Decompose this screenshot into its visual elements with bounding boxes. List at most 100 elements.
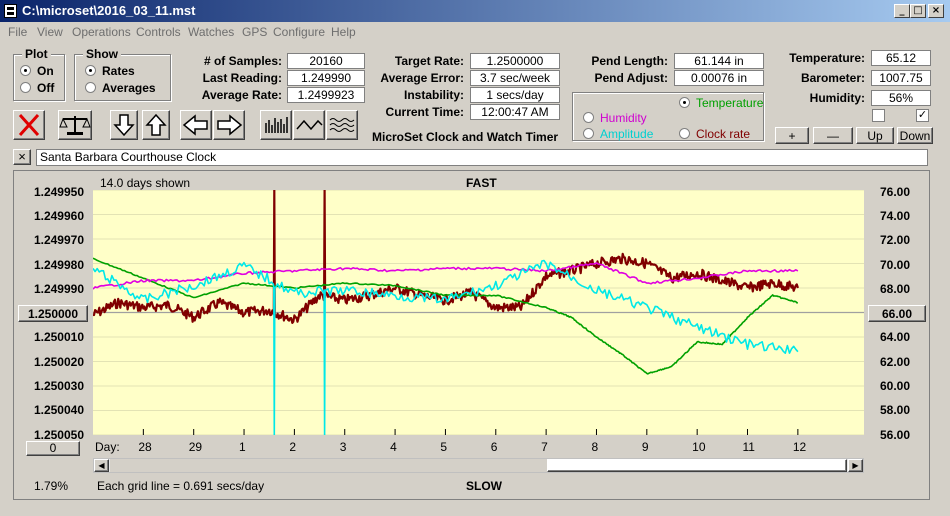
menu-controls[interactable]: Controls xyxy=(136,25,181,39)
y-right-tick: 76.00 xyxy=(879,185,910,199)
y-left-tick: 1.250020 xyxy=(33,355,84,369)
balance-button[interactable] xyxy=(58,110,92,140)
down-button[interactable]: Down xyxy=(897,127,933,144)
humidity-radio-label: Humidity xyxy=(600,111,647,125)
average-error-label: Average Error: xyxy=(380,71,464,85)
arrow-up-icon xyxy=(145,113,167,136)
bars-view-button[interactable] xyxy=(260,110,292,140)
plot-panel xyxy=(13,170,930,500)
clock-name-field[interactable]: Santa Barbara Courthouse Clock xyxy=(36,149,928,166)
shift-up-button[interactable] xyxy=(142,110,170,140)
day-axis-label: Day: xyxy=(95,440,120,454)
center-value-button[interactable]: 1.250000 xyxy=(18,305,88,322)
menu-file[interactable]: File xyxy=(8,25,28,39)
menu-view[interactable]: View xyxy=(37,25,63,39)
y-right-tick: 68.00 xyxy=(879,282,910,296)
time-scrollbar[interactable]: ◀ ▶ xyxy=(93,458,864,473)
y-left-tick: 1.249960 xyxy=(33,209,84,223)
radio-dot xyxy=(85,65,96,76)
humidity-radio[interactable]: Humidity xyxy=(583,111,647,125)
current-time-label: Current Time: xyxy=(385,105,464,119)
radio-dot xyxy=(679,97,690,108)
rate-chart xyxy=(93,190,864,435)
x-tick-label: 11 xyxy=(742,440,755,454)
y-right-tick: 62.00 xyxy=(879,355,910,369)
minus-button[interactable]: — xyxy=(813,127,853,144)
menu-gps[interactable]: GPS xyxy=(242,25,268,39)
show-rates-label: Rates xyxy=(102,64,135,78)
plot-off-radio[interactable]: Off xyxy=(20,81,54,95)
x-tick-label: 7 xyxy=(541,440,548,454)
option-checkbox-2[interactable]: ✓ xyxy=(916,109,929,122)
y-right-tick: 74.00 xyxy=(879,209,910,223)
menu-help[interactable]: Help xyxy=(331,25,356,39)
right-center-button[interactable]: 66.00 xyxy=(868,305,926,322)
series-group xyxy=(93,190,799,435)
target-rate-label: Target Rate: xyxy=(394,54,464,68)
arrow-right-icon xyxy=(217,114,243,136)
overlay-select-group: Temperature Humidity Amplitude Clock rat… xyxy=(572,92,764,141)
ripple-view-button[interactable] xyxy=(326,110,358,140)
instability-field: 1 secs/day xyxy=(470,87,560,103)
temperature-radio[interactable]: Temperature xyxy=(679,96,763,110)
plot-group-title: Plot xyxy=(22,47,51,61)
plot-group: Plot On Off xyxy=(13,47,65,101)
humidity-field: 56% xyxy=(871,90,931,106)
app-name-label: MicroSet Clock and Watch Timer xyxy=(372,130,559,144)
x-tick-label: 9 xyxy=(641,440,649,454)
show-rates-radio[interactable]: Rates xyxy=(85,64,135,78)
scroll-left-arrow[interactable]: ◀ xyxy=(94,459,109,472)
grid-lines xyxy=(93,190,864,435)
plot-on-radio[interactable]: On xyxy=(20,64,54,78)
y-right-tick: 72.00 xyxy=(879,233,910,247)
offset-button[interactable]: 0 xyxy=(26,441,80,456)
radio-dot xyxy=(583,112,594,123)
current-time-field: 12:00:47 AM xyxy=(470,104,560,120)
target-rate-field[interactable]: 1.2500000 xyxy=(470,53,560,69)
x-tick-label: 6 xyxy=(490,440,498,454)
close-button[interactable]: × xyxy=(928,4,944,18)
wave-icon xyxy=(296,119,323,131)
x-tick-label: 8 xyxy=(591,440,599,454)
show-averages-radio[interactable]: Averages xyxy=(85,81,156,95)
minimize-button[interactable]: _ xyxy=(894,4,910,18)
menu-bar: File View Operations Controls Watches GP… xyxy=(0,22,950,42)
show-averages-label: Averages xyxy=(102,81,156,95)
scroll-thumb[interactable] xyxy=(547,459,847,472)
plus-button[interactable]: + xyxy=(775,127,809,144)
menu-watches[interactable]: Watches xyxy=(188,25,235,39)
up-button[interactable]: Up xyxy=(856,127,894,144)
clock-rate-radio[interactable]: Clock rate xyxy=(679,127,750,141)
y-left-tick: 1.249970 xyxy=(33,233,84,247)
radio-dot xyxy=(20,82,31,93)
y-right-tick: 58.00 xyxy=(879,403,910,417)
clock-close-button[interactable]: × xyxy=(13,149,31,165)
shift-left-button[interactable] xyxy=(180,110,212,140)
y-left-tick: 1.249950 xyxy=(33,185,84,199)
x-tick-label: 28 xyxy=(138,440,152,454)
shift-down-button[interactable] xyxy=(110,110,138,140)
instability-label: Instability: xyxy=(403,88,464,102)
arrow-left-icon xyxy=(182,114,208,136)
amplitude-radio[interactable]: Amplitude xyxy=(583,127,653,141)
pend-adjust-field: 0.00076 in xyxy=(674,70,764,86)
scroll-track[interactable] xyxy=(110,459,547,472)
temperature-field: 65.12 xyxy=(871,50,931,66)
pend-adjust-label: Pend Adjust: xyxy=(594,71,668,85)
wave-view-button[interactable] xyxy=(293,110,325,140)
series-line-temperature xyxy=(93,257,798,375)
x-tick-label: 1 xyxy=(239,440,246,454)
cancel-button[interactable] xyxy=(13,110,45,140)
shift-right-button[interactable] xyxy=(213,110,245,140)
pend-length-field[interactable]: 61.144 in xyxy=(674,53,764,69)
scroll-right-arrow[interactable]: ▶ xyxy=(848,459,863,472)
window-title: C:\microset\2016_03_11.mst xyxy=(22,3,196,18)
menu-configure[interactable]: Configure xyxy=(273,25,326,39)
maximize-button[interactable]: □ xyxy=(910,4,926,18)
x-tick-label: 29 xyxy=(188,440,203,454)
option-checkbox-1[interactable] xyxy=(872,109,885,122)
menu-operations[interactable]: Operations xyxy=(72,25,131,39)
app-icon xyxy=(4,4,17,18)
y-left-tick: 1.250010 xyxy=(33,330,84,344)
samples-label: # of Samples: xyxy=(203,54,282,68)
